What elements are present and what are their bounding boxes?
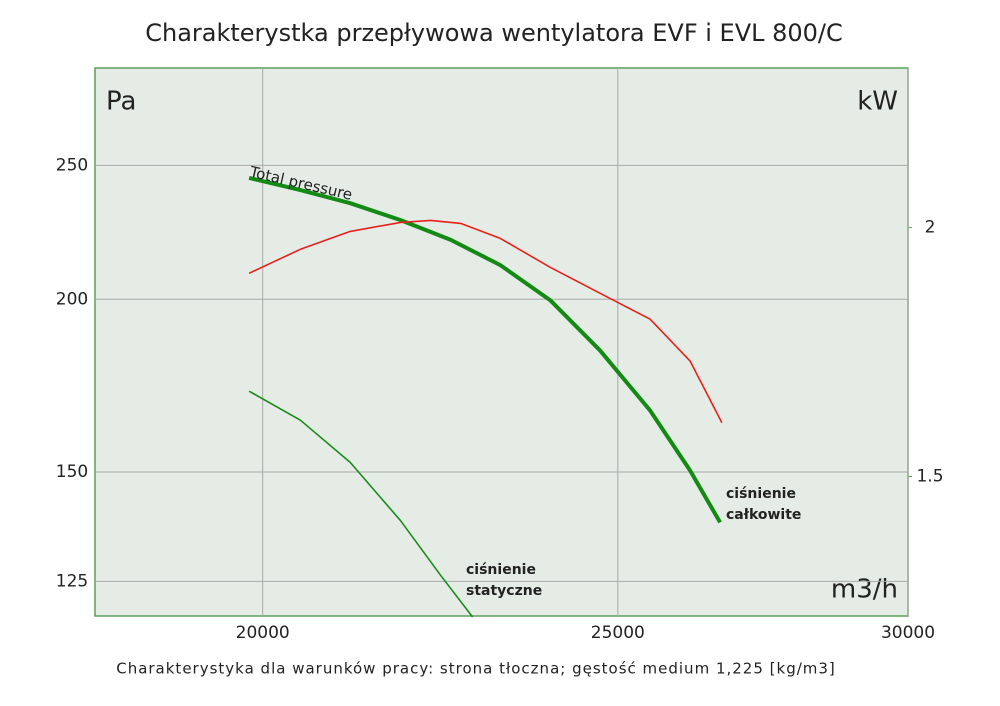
y-tick-label: 125 xyxy=(56,571,88,591)
annotation: ciśnienie xyxy=(466,562,536,578)
y-axis-label: Pa xyxy=(106,87,136,117)
x-axis-label: m3/h xyxy=(831,575,898,605)
annotation: całkowite xyxy=(726,507,801,523)
y2-tick-label: 1.5 xyxy=(916,467,943,487)
x-tick-label: 25000 xyxy=(591,623,645,643)
y-tick-label: 250 xyxy=(56,155,88,175)
annotation: statyczne xyxy=(466,583,542,599)
plot-area xyxy=(94,67,909,617)
data-line xyxy=(248,175,722,524)
x-tick-label: 30000 xyxy=(881,623,935,643)
y-tick-label: 150 xyxy=(56,462,88,482)
y2-axis-label: kW xyxy=(857,87,898,117)
y-tick-label: 200 xyxy=(56,289,88,309)
chart-title: Charakterystka przepływowa wentylatora E… xyxy=(145,19,843,47)
data-line xyxy=(248,219,723,424)
x-tick-label: 20000 xyxy=(236,623,290,643)
chart-subtitle: Charakterystyka dla warunków pracy: stro… xyxy=(116,660,836,678)
data-line xyxy=(248,390,474,618)
annotation: ciśnienie xyxy=(726,486,796,502)
y2-tick-label: 2 xyxy=(925,217,936,237)
